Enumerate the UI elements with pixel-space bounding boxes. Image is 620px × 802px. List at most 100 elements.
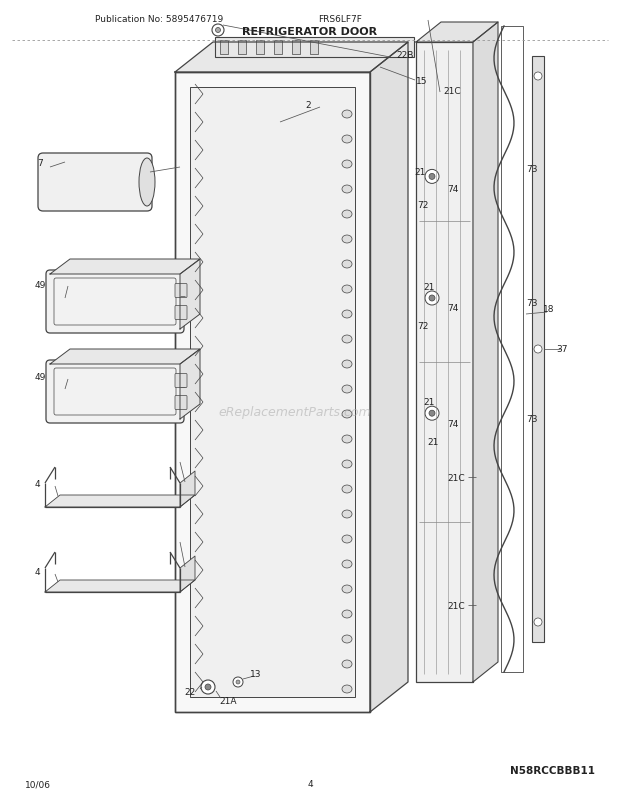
Bar — [501, 27, 523, 672]
Ellipse shape — [342, 236, 352, 244]
Text: Publication No: 5895476719: Publication No: 5895476719 — [95, 15, 223, 25]
Ellipse shape — [342, 136, 352, 144]
Text: 21A: 21A — [219, 697, 237, 706]
Polygon shape — [180, 260, 200, 330]
Polygon shape — [45, 581, 195, 592]
Text: 37: 37 — [556, 345, 568, 354]
FancyBboxPatch shape — [175, 396, 187, 410]
Circle shape — [429, 411, 435, 417]
Text: 4: 4 — [35, 480, 41, 489]
Ellipse shape — [342, 211, 352, 219]
Text: 21: 21 — [423, 282, 435, 291]
Text: 21C: 21C — [447, 473, 465, 482]
Text: 4: 4 — [307, 780, 313, 788]
Ellipse shape — [342, 610, 352, 618]
Ellipse shape — [342, 186, 352, 194]
FancyBboxPatch shape — [175, 284, 187, 298]
Circle shape — [534, 346, 542, 354]
Circle shape — [429, 174, 435, 180]
Text: 74: 74 — [447, 304, 459, 313]
Text: 10/06: 10/06 — [25, 780, 51, 788]
Text: 73: 73 — [526, 299, 538, 308]
Ellipse shape — [342, 335, 352, 343]
Text: 22B: 22B — [396, 51, 414, 59]
Bar — [238, 41, 246, 55]
Circle shape — [534, 73, 542, 81]
Ellipse shape — [342, 510, 352, 518]
Ellipse shape — [139, 159, 155, 207]
Circle shape — [425, 407, 439, 421]
Ellipse shape — [342, 361, 352, 369]
Circle shape — [201, 680, 215, 695]
Bar — [220, 41, 228, 55]
Ellipse shape — [342, 660, 352, 668]
Text: 4: 4 — [35, 568, 41, 577]
Circle shape — [429, 296, 435, 302]
Text: REFRIGERATOR DOOR: REFRIGERATOR DOOR — [242, 27, 378, 37]
Text: 72: 72 — [417, 200, 428, 209]
Circle shape — [425, 292, 439, 306]
Bar — [175, 73, 370, 712]
Text: 21: 21 — [427, 437, 439, 446]
FancyBboxPatch shape — [38, 154, 152, 212]
Ellipse shape — [342, 635, 352, 643]
Ellipse shape — [342, 460, 352, 468]
Ellipse shape — [342, 485, 352, 493]
FancyBboxPatch shape — [175, 374, 187, 388]
Bar — [190, 88, 355, 697]
Text: 21C: 21C — [447, 601, 465, 610]
Ellipse shape — [342, 685, 352, 693]
Bar — [256, 41, 264, 55]
Polygon shape — [50, 350, 200, 365]
Ellipse shape — [342, 386, 352, 394]
Ellipse shape — [342, 160, 352, 168]
Circle shape — [425, 170, 439, 184]
Text: 74: 74 — [447, 419, 459, 428]
Text: 72: 72 — [417, 322, 428, 331]
Text: 21: 21 — [415, 168, 426, 176]
Bar — [416, 43, 473, 683]
Polygon shape — [45, 496, 195, 508]
FancyBboxPatch shape — [46, 270, 184, 334]
Polygon shape — [180, 350, 200, 419]
Ellipse shape — [342, 411, 352, 419]
Circle shape — [236, 680, 240, 684]
Text: 7: 7 — [37, 158, 43, 168]
Ellipse shape — [342, 535, 352, 543]
Circle shape — [216, 28, 221, 34]
Circle shape — [212, 25, 224, 37]
FancyBboxPatch shape — [46, 361, 184, 423]
Circle shape — [233, 677, 243, 687]
Ellipse shape — [342, 561, 352, 569]
Polygon shape — [370, 43, 408, 712]
Ellipse shape — [342, 310, 352, 318]
Ellipse shape — [342, 585, 352, 593]
Ellipse shape — [342, 261, 352, 269]
Text: 49: 49 — [35, 280, 46, 290]
Text: 73: 73 — [526, 164, 538, 174]
Bar — [310, 41, 318, 55]
Bar — [292, 41, 300, 55]
Ellipse shape — [342, 286, 352, 294]
Polygon shape — [180, 472, 195, 508]
Circle shape — [534, 618, 542, 626]
Bar — [274, 41, 282, 55]
Text: eReplacementParts.com: eReplacementParts.com — [219, 406, 371, 419]
Polygon shape — [175, 43, 408, 73]
Bar — [175, 73, 370, 712]
Circle shape — [205, 684, 211, 691]
Polygon shape — [180, 557, 195, 592]
Ellipse shape — [342, 111, 352, 119]
Text: 21: 21 — [423, 397, 435, 406]
Text: 73: 73 — [526, 414, 538, 423]
Text: N58RCCBBB11: N58RCCBBB11 — [510, 765, 595, 775]
Polygon shape — [416, 23, 498, 43]
Text: 22: 22 — [184, 687, 196, 697]
Bar — [215, 38, 414, 58]
Polygon shape — [50, 260, 200, 274]
Text: 2: 2 — [305, 100, 311, 109]
Text: 21C: 21C — [443, 87, 461, 95]
Text: 18: 18 — [543, 305, 555, 314]
FancyBboxPatch shape — [175, 306, 187, 320]
Text: 13: 13 — [250, 670, 262, 678]
